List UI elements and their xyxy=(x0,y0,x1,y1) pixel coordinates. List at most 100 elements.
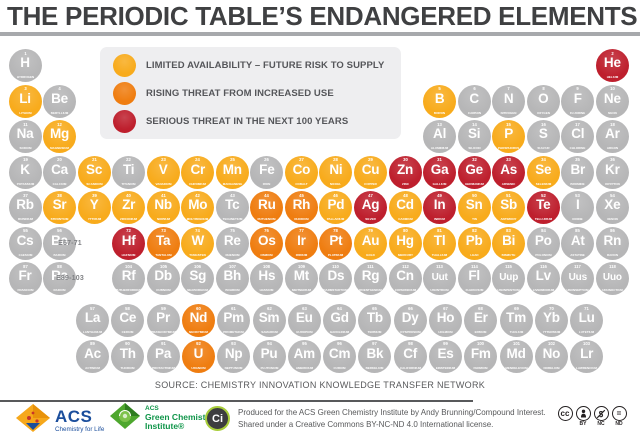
element-W: 74 W TUNGSTEN xyxy=(181,226,215,260)
element-symbol: Ra xyxy=(51,268,68,283)
element-name: MERCURY xyxy=(397,253,413,257)
element-name: RHENIUM xyxy=(225,253,240,257)
atomic-number: 40 xyxy=(126,193,131,198)
element-name: BERKELIUM xyxy=(365,366,384,370)
element-Fm: 100 Fm FERMIUM xyxy=(464,339,498,373)
element-Co: 27 Co COBALT xyxy=(284,155,318,189)
element-symbol: Fm xyxy=(470,345,491,361)
element-C: 6 C CARBON xyxy=(457,84,491,118)
atomic-number: 71 xyxy=(584,306,590,311)
atomic-number: 113 xyxy=(436,264,443,269)
atomic-number: 117 xyxy=(574,264,582,269)
element-name: URANIUM xyxy=(191,366,206,370)
element-name: CERIUM xyxy=(121,330,134,334)
element-name: BROMINE xyxy=(570,182,585,186)
element-Lv: 116 Lv LIVERMORIUM xyxy=(526,262,560,295)
element-symbol: Rb xyxy=(16,197,34,212)
element-symbol: Tl xyxy=(433,232,446,248)
credit-line-2: Shared under a Creative Commons BY-NC-ND… xyxy=(238,419,494,429)
atomic-number: 114 xyxy=(470,264,478,269)
legend-item-o: RISING THREAT FROM INCREASED USE xyxy=(113,81,334,105)
element-symbol: Hf xyxy=(121,232,136,248)
atomic-number: 2 xyxy=(611,51,614,56)
atomic-number: 88 xyxy=(57,264,62,269)
element-Ir: 77 Ir IRIDIUM xyxy=(284,226,318,260)
atomic-number: 42 xyxy=(195,193,201,198)
element-name: FRANCIUM xyxy=(16,288,33,292)
atomic-number: 103 xyxy=(583,341,591,347)
element-name: NITROGEN xyxy=(500,111,517,115)
element-Pu: 94 Pu PLUTONIUM xyxy=(252,339,286,373)
element-symbol: Re xyxy=(223,232,241,248)
element-name: SELENIUM xyxy=(535,182,551,186)
element-symbol: Ga xyxy=(430,161,449,177)
element-Tb: 65 Tb TERBIUM xyxy=(358,304,392,337)
element-name: IODINE xyxy=(572,217,583,221)
cc-nd-glyph: = xyxy=(616,408,622,418)
element-name: ACTINIUM xyxy=(85,366,100,370)
atomic-number: 16 xyxy=(540,122,546,127)
element-Ba: 56 Ba BARIUM xyxy=(43,226,77,260)
element-Ag: 47 Ag SILVER xyxy=(354,191,387,224)
element-symbol: Rh xyxy=(292,197,311,212)
element-name: OXYGEN xyxy=(536,111,550,115)
element-symbol: Cf xyxy=(403,345,418,361)
element-name: TELLURIUM xyxy=(534,217,552,221)
atomic-number: 22 xyxy=(126,157,131,163)
element-name: LAWRENCIUM xyxy=(576,366,598,370)
element-In: 49 In INDIUM xyxy=(423,191,457,224)
element-name: MENDELEVIUM xyxy=(505,366,528,370)
element-name: HOLMIUM xyxy=(438,330,453,334)
element-symbol: Ni xyxy=(329,161,343,177)
element-symbol: Sc xyxy=(86,161,103,177)
element-symbol: P xyxy=(504,126,514,141)
element-symbol: Pt xyxy=(329,232,343,248)
element-name: TUNGSTEN xyxy=(189,253,207,257)
element-symbol: Y xyxy=(89,197,99,212)
atomic-number: 48 xyxy=(402,193,408,198)
element-symbol: Er xyxy=(473,310,488,325)
element-symbol: Li xyxy=(19,90,31,106)
element-S: 16 S SULFUR xyxy=(526,120,560,153)
atomic-number: 49 xyxy=(437,193,442,198)
atomic-number: 83 xyxy=(506,228,512,234)
atomic-number: 11 xyxy=(22,122,28,127)
atomic-number: 92 xyxy=(196,341,201,347)
element-name: COPPER xyxy=(364,182,377,186)
element-symbol: Fr xyxy=(18,268,32,283)
green-chemistry-institute-logo: ACS Green Chemistry Institute® xyxy=(110,403,214,434)
atomic-number: 91 xyxy=(160,341,166,347)
element-Ni: 28 Ni NICKEL xyxy=(319,155,353,189)
element-symbol: Db xyxy=(154,268,172,283)
atomic-number: 28 xyxy=(333,157,339,163)
element-symbol: Bk xyxy=(366,345,384,361)
cc-nc-label: NC xyxy=(597,421,605,427)
element-K: 19 K POTASSIUM xyxy=(8,155,42,189)
element-name: RUTHERFORDIUM xyxy=(115,288,142,292)
legend-box: LIMITED AVAILABILITY – FUTURE RISK TO SU… xyxy=(100,47,401,139)
element-symbol: Si xyxy=(467,126,481,141)
element-Rf: 104 Rf RUTHERFORDIUM xyxy=(112,262,146,295)
element-name: DARMSTADTIUM xyxy=(323,288,349,292)
element-Au: 79 Au GOLD xyxy=(354,226,387,260)
element-La: 57 La LANTHANUM xyxy=(76,304,109,337)
element-Mo: 42 Mo MOLYBDENUM xyxy=(181,191,215,224)
element-Sn: 50 Sn TIN xyxy=(457,191,491,224)
atomic-number: 59 xyxy=(160,306,166,311)
atomic-number: 84 xyxy=(540,228,546,234)
element-Bh: 107 Bh BOHRIUM xyxy=(215,262,249,295)
element-Nb: 41 Nb NIOBIUM xyxy=(146,191,180,224)
element-name: PROTACTINIUM xyxy=(151,366,175,370)
element-symbol: Tb xyxy=(366,310,383,325)
element-name: BARIUM xyxy=(53,253,66,257)
source-text: SOURCE: CHEMISTRY INNOVATION KNOWLEDGE T… xyxy=(154,380,486,390)
element-Es: 99 Es EINSTEINIUM xyxy=(429,339,462,373)
atomic-number: 23 xyxy=(160,157,166,163)
element-name: UNUNPENTIUM xyxy=(497,288,520,292)
element-Mg: 12 Mg MAGNESIUM xyxy=(43,120,77,153)
atomic-number: 55 xyxy=(22,228,28,234)
element-name: HELIUM xyxy=(606,75,619,79)
atomic-number: 21 xyxy=(91,157,97,163)
element-name: THULIUM xyxy=(509,330,523,334)
element-symbol: Md xyxy=(506,345,526,361)
